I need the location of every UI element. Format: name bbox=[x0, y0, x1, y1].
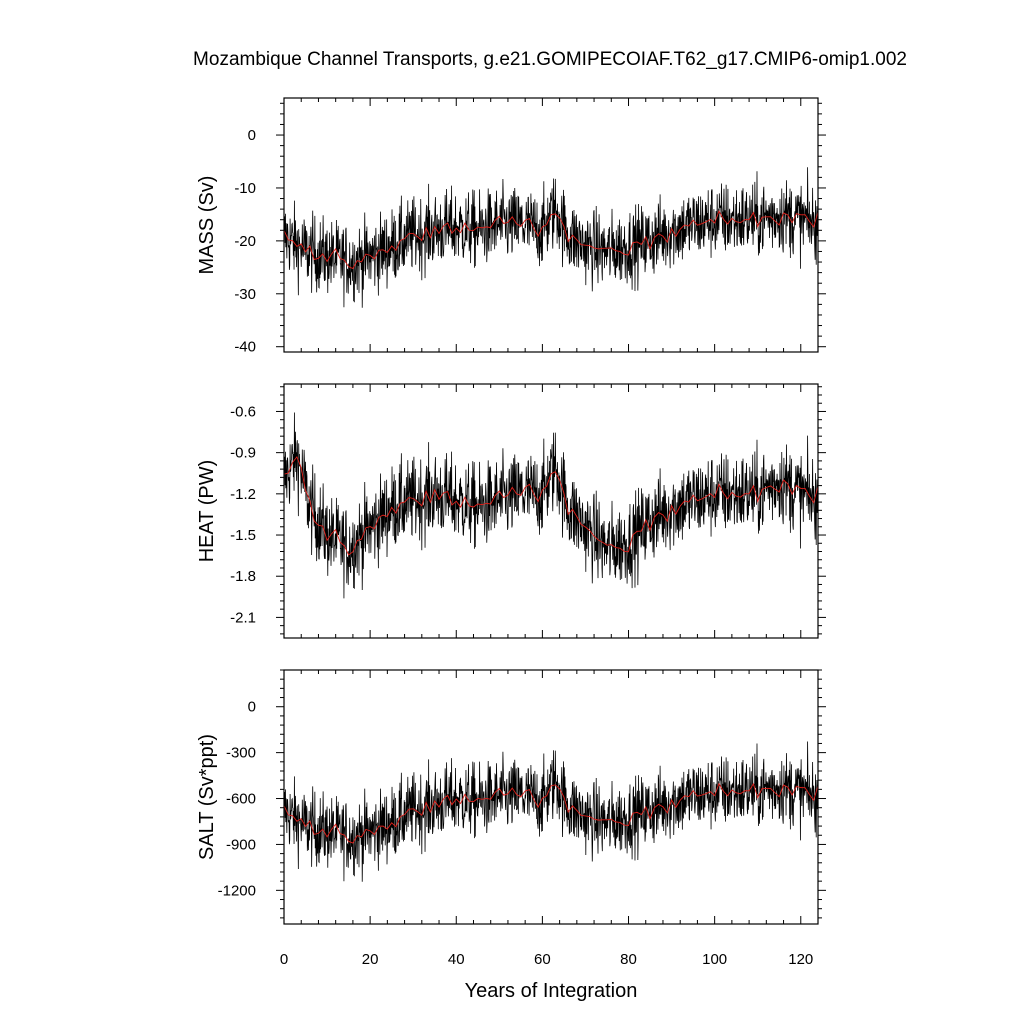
y-axis-title: HEAT (PW) bbox=[196, 460, 218, 563]
x-axis-tick-labels: 0 20 40 60 80 100 120 bbox=[280, 951, 813, 968]
panel-1: 0 -10 -20 -30 -40 MASS (Sv) bbox=[196, 97, 826, 356]
x-tick-label: 20 bbox=[362, 951, 379, 968]
raw-series-line bbox=[284, 167, 818, 308]
smoothed-series-line bbox=[284, 782, 818, 844]
y-tick-label: -1.5 bbox=[230, 527, 256, 544]
panel-frame bbox=[283, 669, 819, 925]
y-tick-label: 0 bbox=[248, 699, 256, 716]
y-tick-label: -2.1 bbox=[230, 609, 256, 626]
chart-title: Mozambique Channel Transports, g.e21.GOM… bbox=[193, 49, 907, 70]
x-tick-label: 100 bbox=[702, 951, 727, 968]
y-axis-title: SALT (Sv*ppt) bbox=[196, 734, 218, 860]
y-tick-label: -0.9 bbox=[230, 445, 256, 462]
panel-3: 0 -300 -600 -900 -1200 SALT (Sv*ppt) bbox=[196, 669, 826, 925]
x-tick-label: 0 bbox=[280, 951, 288, 968]
y-tick-label: -20 bbox=[234, 233, 256, 250]
y-axis-title: MASS (Sv) bbox=[196, 176, 218, 275]
x-tick-label: 60 bbox=[534, 951, 551, 968]
y-tick-label: -0.6 bbox=[230, 403, 256, 420]
panel-frame bbox=[283, 97, 819, 353]
panel-2: -0.6 -0.9 -1.2 -1.5 -1.8 -2.1 HEAT (PW) bbox=[196, 383, 826, 639]
raw-series-line bbox=[284, 741, 818, 882]
y-tick-label: -40 bbox=[234, 339, 256, 356]
x-tick-label: 40 bbox=[448, 951, 465, 968]
y-tick-label: -900 bbox=[226, 836, 256, 853]
smoothed-series-line bbox=[284, 210, 818, 270]
y-tick-label: -1.8 bbox=[230, 568, 256, 585]
y-tick-label: -30 bbox=[234, 286, 256, 303]
raw-series-line bbox=[284, 412, 818, 599]
x-tick-label: 120 bbox=[788, 951, 813, 968]
smoothed-series-line bbox=[284, 455, 818, 556]
y-tick-label: -1.2 bbox=[230, 486, 256, 503]
y-tick-label: 0 bbox=[248, 127, 256, 144]
x-tick-label: 80 bbox=[620, 951, 637, 968]
y-tick-label: -600 bbox=[226, 791, 256, 808]
x-axis-title: Years of Integration bbox=[465, 980, 638, 1002]
y-tick-label: -1200 bbox=[218, 882, 256, 899]
panel-frame bbox=[283, 383, 819, 639]
chart-panels: 0 -10 -20 -30 -40 MASS (Sv) -0.6 -0.9 -1.2 -1.5 -1… bbox=[196, 97, 826, 925]
y-tick-label: -10 bbox=[234, 180, 256, 197]
y-tick-label: -300 bbox=[226, 745, 256, 762]
